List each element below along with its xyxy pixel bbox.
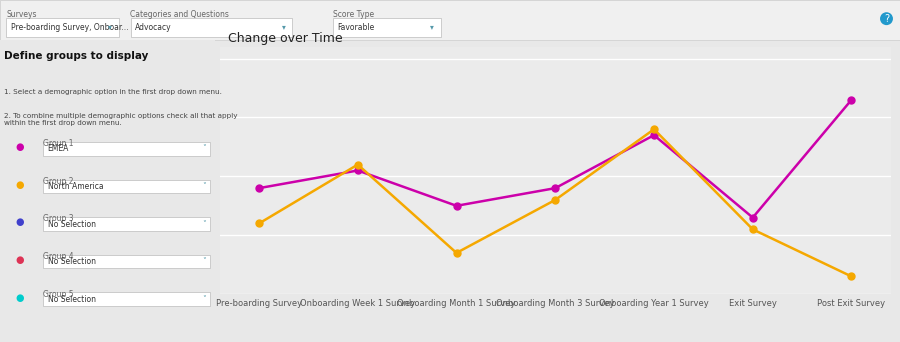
Text: ●: ● — [15, 217, 24, 227]
Text: No Selection: No Selection — [48, 257, 95, 266]
Text: EMEA: EMEA — [48, 144, 69, 153]
Text: ▾: ▾ — [108, 23, 112, 31]
Text: Group 3: Group 3 — [43, 214, 74, 223]
Text: ˅: ˅ — [202, 295, 206, 304]
Text: ●: ● — [15, 255, 24, 265]
Text: ▾: ▾ — [430, 23, 434, 31]
Text: Pre-boarding Survey, Onboar...: Pre-boarding Survey, Onboar... — [11, 23, 129, 31]
Text: 2. To combine multiple demographic options check all that apply
within the first: 2. To combine multiple demographic optio… — [4, 113, 238, 126]
Text: Categories and Questions: Categories and Questions — [130, 10, 230, 19]
Text: Favorable: Favorable — [338, 23, 374, 31]
Text: ?: ? — [884, 14, 889, 24]
Text: Advocacy: Advocacy — [135, 23, 172, 31]
Text: Change over Time: Change over Time — [229, 32, 343, 45]
Text: North America: North America — [48, 182, 104, 191]
Text: Surveys: Surveys — [6, 10, 37, 19]
Text: No Selection: No Selection — [48, 220, 95, 228]
Text: ●: ● — [15, 292, 24, 303]
Text: Define groups to display: Define groups to display — [4, 51, 148, 61]
Text: ▾: ▾ — [282, 23, 285, 31]
Text: Group 2: Group 2 — [43, 177, 74, 186]
Text: Group 1: Group 1 — [43, 139, 74, 148]
Text: Group 5: Group 5 — [43, 290, 74, 299]
Text: ˅: ˅ — [202, 257, 206, 266]
Text: ●: ● — [15, 180, 24, 190]
Text: ●: ● — [15, 142, 24, 152]
Text: ˅: ˅ — [202, 144, 206, 153]
Text: ˅: ˅ — [202, 182, 206, 191]
Text: 1. Select a demographic option in the first drop down menu.: 1. Select a demographic option in the fi… — [4, 89, 222, 95]
Text: ˅: ˅ — [202, 220, 206, 228]
Text: Score Type: Score Type — [333, 10, 374, 19]
Text: Group 4: Group 4 — [43, 252, 74, 261]
Text: No Selection: No Selection — [48, 295, 95, 304]
